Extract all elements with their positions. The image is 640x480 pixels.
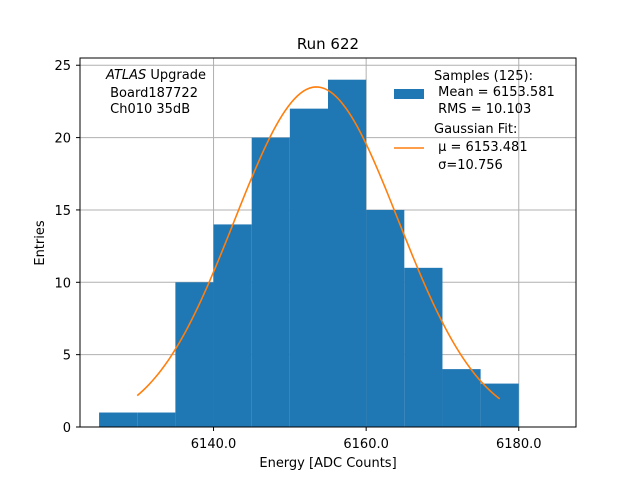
annotation-upgrade: Upgrade — [146, 68, 206, 83]
legend-samples-title: Samples (125): — [434, 69, 533, 84]
y-tick-label: 20 — [54, 132, 71, 147]
y-tick-label: 25 — [54, 59, 71, 74]
y-axis-ticks: 0 5 10 15 20 25 — [54, 59, 80, 436]
legend-samples-mean: Mean = 6153.581 — [434, 85, 555, 100]
histogram-bar — [289, 108, 328, 427]
legend: Samples (125): Mean = 6153.581 RMS = 10.… — [394, 69, 555, 173]
annotation-atlas-italic: ATLAS — [105, 68, 146, 83]
gaussian-fit-curve — [136, 86, 501, 400]
histogram-bar — [480, 383, 519, 427]
histogram-bar — [213, 224, 252, 427]
x-tick-label: 6140.0 — [191, 437, 237, 452]
histogram-bar — [404, 267, 443, 427]
histogram-bar — [366, 209, 405, 427]
legend-samples-swatch — [394, 89, 424, 99]
y-tick-label: 15 — [54, 204, 71, 219]
histogram-bar — [442, 369, 481, 427]
x-axis-ticks: 6140.0 6160.0 6180.0 — [191, 427, 542, 452]
histogram-bar — [137, 412, 176, 427]
y-axis-label: Entries — [33, 220, 48, 266]
legend-fit-title: Gaussian Fit: — [434, 122, 517, 137]
annotation-line-3: Ch010 35dB — [106, 102, 190, 117]
histogram-bars — [99, 79, 519, 428]
y-tick-label: 10 — [54, 276, 71, 291]
gaussian-fit — [136, 86, 501, 400]
x-tick-label: 6180.0 — [496, 437, 542, 452]
histogram-bar — [175, 282, 214, 427]
histogram-bar — [251, 137, 290, 427]
legend-samples-rms: RMS = 10.103 — [434, 102, 531, 117]
x-tick-label: 6160.0 — [343, 437, 389, 452]
run-annotation: ATLAS Upgrade Board187722 Ch010 35dB — [105, 68, 206, 117]
histogram-bar — [328, 79, 367, 428]
histogram-bar — [99, 412, 138, 427]
legend-fit-sigma: σ=10.756 — [434, 158, 503, 173]
annotation-line-2: Board187722 — [106, 86, 198, 101]
plot-frame — [79, 57, 577, 428]
x-axis-label: Energy [ADC Counts] — [259, 456, 396, 471]
annotation-line-1: ATLAS Upgrade — [105, 68, 206, 83]
y-tick-label: 0 — [63, 421, 71, 436]
legend-fit-mu: μ = 6153.481 — [434, 140, 528, 155]
y-tick-label: 5 — [63, 349, 71, 364]
chart-title: Run 622 — [297, 35, 359, 53]
